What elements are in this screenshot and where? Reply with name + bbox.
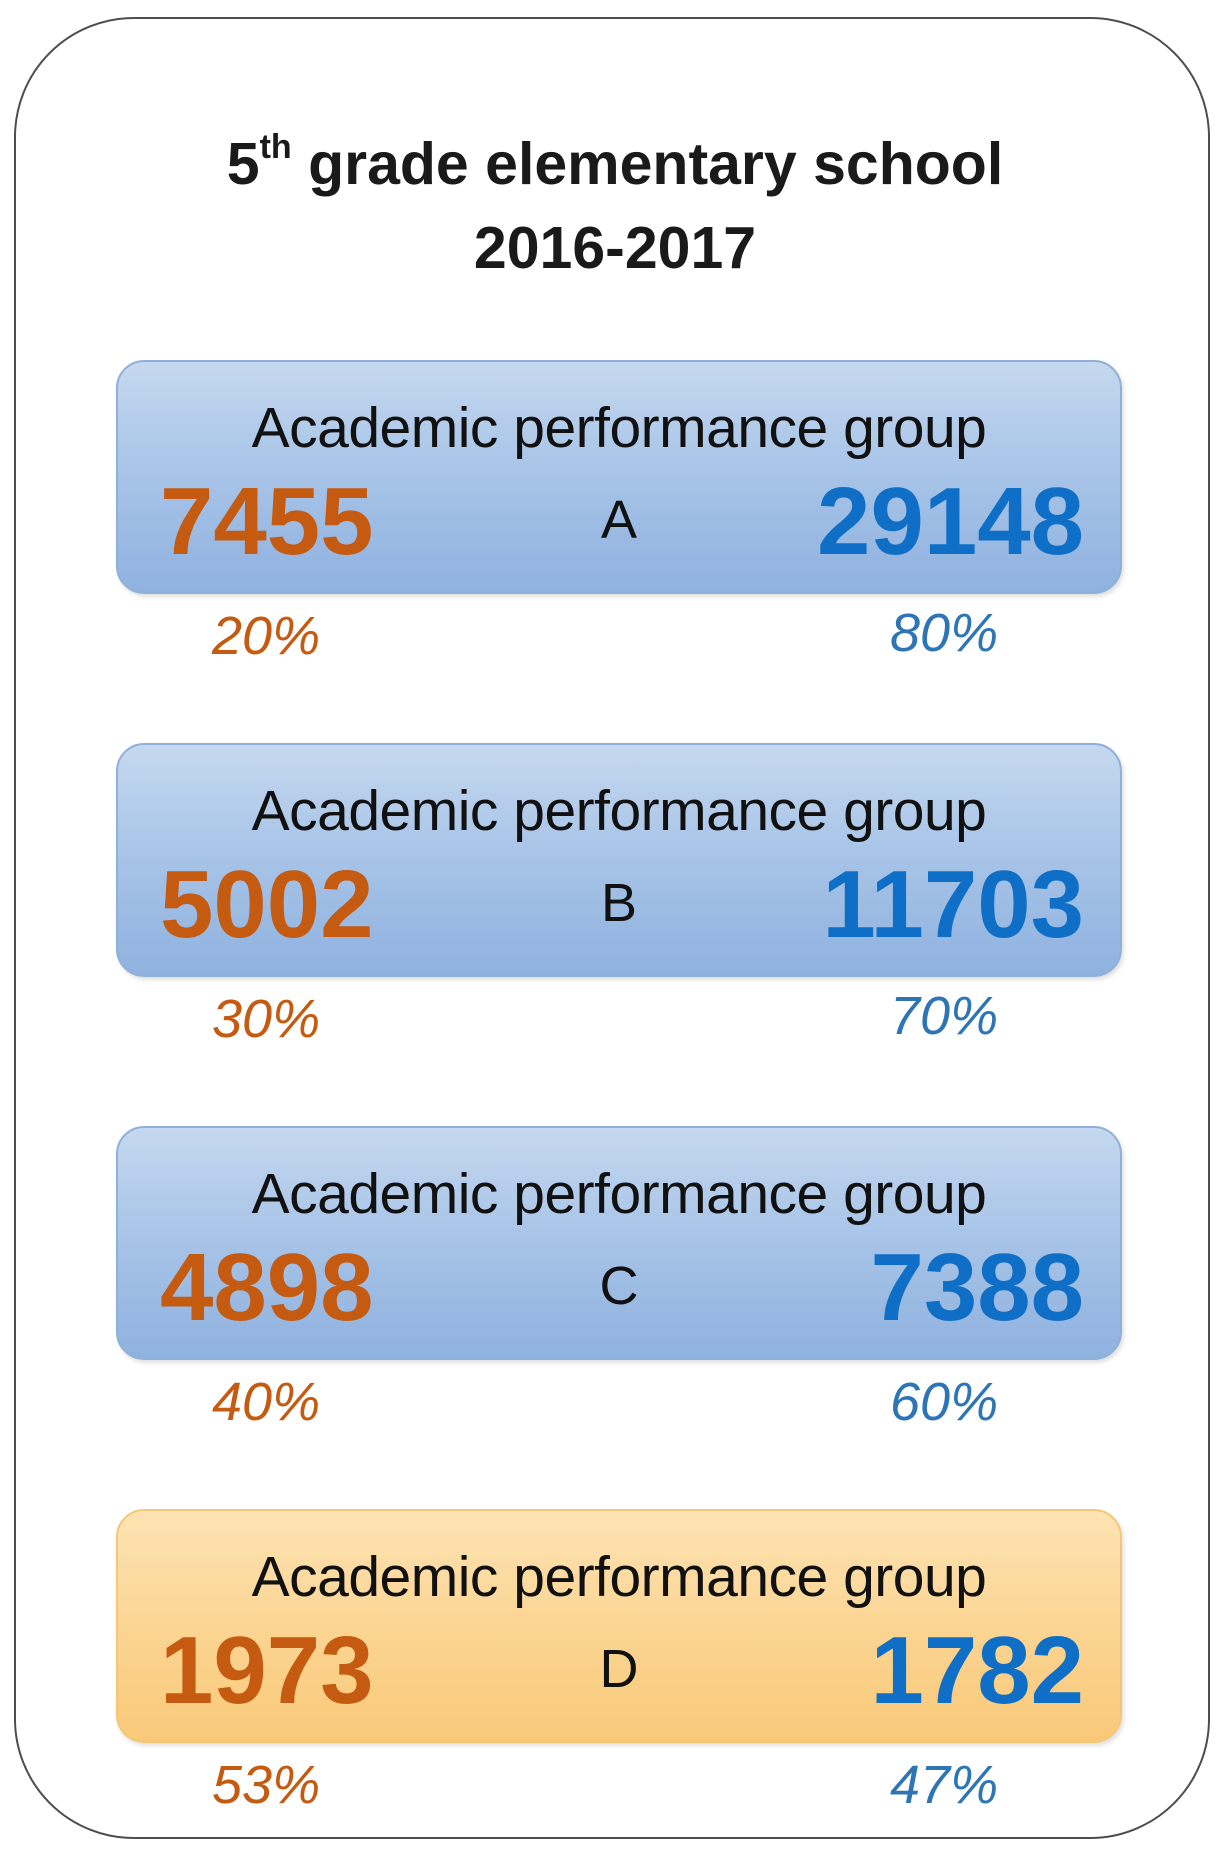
group-label: Academic performance group <box>251 779 987 843</box>
left-count: 7455 <box>160 468 374 575</box>
left-count: 1973 <box>160 1617 374 1724</box>
group-box-d: Academic performance group 1973 D 1782 <box>116 1509 1122 1743</box>
left-percent-b: 30% <box>212 989 321 1049</box>
left-percent-c: 40% <box>212 1372 321 1432</box>
group-box-a: Academic performance group 7455 A 29148 <box>116 360 1122 594</box>
right-count: 29148 <box>817 468 1084 575</box>
right-percent-c: 60% <box>890 1372 999 1432</box>
right-percent-b: 70% <box>890 986 999 1046</box>
title-superscript: th <box>259 128 292 166</box>
group-label: Academic performance group <box>251 1545 987 1609</box>
left-percent-a: 20% <box>212 606 321 666</box>
right-count: 1782 <box>870 1617 1084 1724</box>
group-label: Academic performance group <box>251 1162 987 1226</box>
left-count: 5002 <box>160 851 374 958</box>
title-line-2: 2016-2017 <box>473 215 757 281</box>
group-box-c: Academic performance group 4898 C 7388 <box>116 1126 1122 1360</box>
right-percent-d: 47% <box>890 1755 999 1815</box>
group-box-b: Academic performance group 5002 B 11703 <box>116 743 1122 977</box>
right-count: 11703 <box>822 851 1084 958</box>
right-percent-a: 80% <box>890 603 999 663</box>
page-title: 5th grade elementary school 2016-2017 <box>0 122 1230 290</box>
right-count: 7388 <box>870 1234 1084 1341</box>
title-line-1: 5th grade elementary school <box>226 128 1004 197</box>
group-label: Academic performance group <box>251 396 987 460</box>
left-percent-d: 53% <box>212 1755 321 1815</box>
left-count: 4898 <box>160 1234 374 1341</box>
